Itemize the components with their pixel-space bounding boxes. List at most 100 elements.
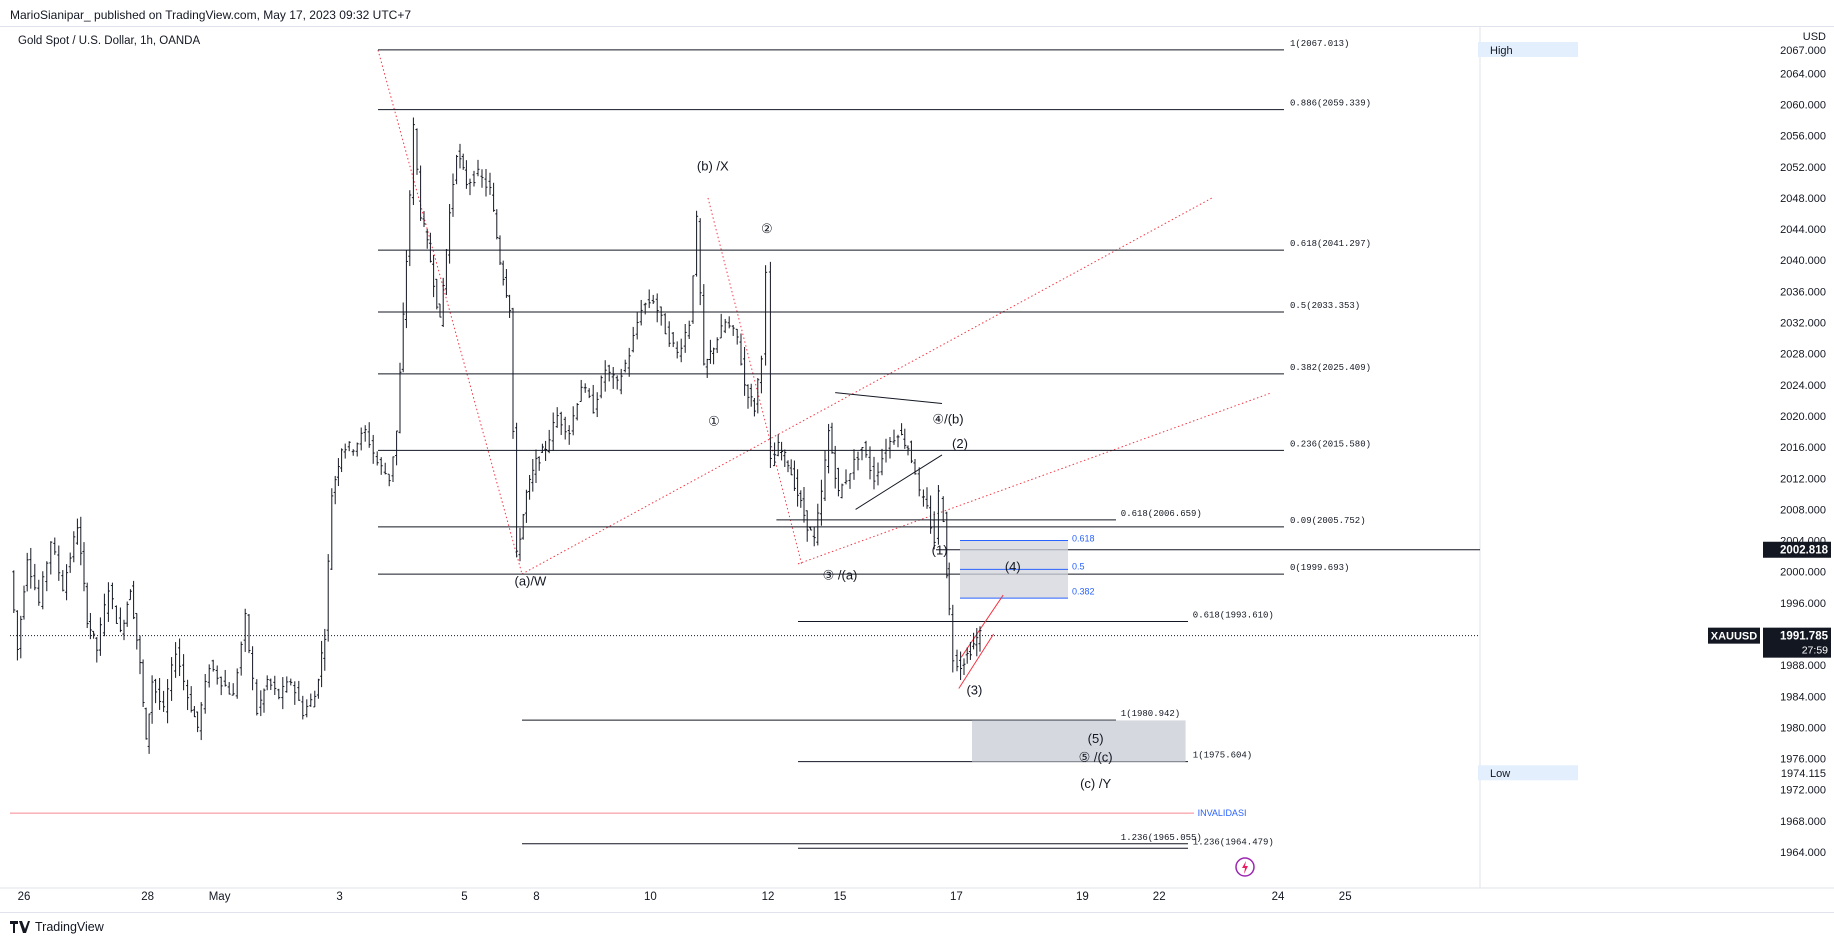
fib-level-label: 1(1980.942) (1121, 709, 1180, 719)
tradingview-logo-icon (10, 921, 30, 933)
y-tick-label: 1972.000 (1780, 785, 1826, 797)
wave-label: (3) (966, 683, 982, 698)
fib-level-label: 0.618(2041.297) (1290, 239, 1371, 249)
fib-level-label: 1.236(1964.479) (1193, 837, 1274, 847)
invalidation-label: INVALIDASI (1198, 808, 1247, 818)
ratio-label: 0.618 (1072, 533, 1095, 543)
channel-line (958, 633, 995, 689)
price-chart[interactable]: USD1964.0001968.0001972.0001976.0001980.… (0, 26, 1834, 912)
tradingview-logo[interactable]: TradingView (10, 920, 104, 934)
x-tick-label: 22 (1153, 891, 1166, 903)
x-tick-label: 19 (1076, 891, 1089, 903)
trend-line-dotted (521, 197, 1213, 575)
high-badge-bg (1478, 42, 1578, 57)
wave-label: (5) (1088, 731, 1104, 746)
y-tick-label: 2048.000 (1780, 193, 1826, 205)
currency-label: USD (1803, 31, 1826, 43)
x-tick-label: 5 (461, 891, 467, 903)
fib-level-label: 0.382(2025.409) (1290, 363, 1371, 373)
fib-level-label: 0.5(2033.353) (1290, 301, 1360, 311)
footer: TradingView (0, 912, 1834, 942)
wave-label: ① (708, 413, 720, 428)
event-icon[interactable] (1235, 857, 1255, 877)
x-tick-label: 25 (1339, 891, 1352, 903)
triangle-lower (855, 454, 943, 510)
y-tick-label: 2064.000 (1780, 68, 1826, 80)
y-tick-label: 2052.000 (1780, 162, 1826, 174)
x-tick-label: 26 (18, 891, 31, 903)
bar-countdown: 27:59 (1802, 645, 1828, 657)
x-tick-label: 8 (533, 891, 539, 903)
fib-level-label: 0.618(1993.610) (1193, 610, 1274, 620)
y-tick-label: 1976.000 (1780, 754, 1826, 766)
y-tick-label: 2044.000 (1780, 224, 1826, 236)
y-tick-label: 2060.000 (1780, 100, 1826, 112)
published-info: MarioSianipar_ published on TradingView.… (10, 8, 412, 22)
fib-level-label: 0.09(2005.752) (1290, 516, 1366, 526)
y-tick-label: 2032.000 (1780, 318, 1826, 330)
fib-level-label: 0.886(2059.339) (1290, 99, 1371, 109)
trend-line-dotted (377, 49, 523, 575)
x-tick-label: 28 (141, 891, 154, 903)
y-tick-label: 2008.000 (1780, 504, 1826, 516)
trend-line-dotted (797, 392, 1273, 565)
trend-line-dotted (707, 197, 803, 565)
wave-label: (1) (932, 543, 948, 558)
x-tick-label: 12 (762, 891, 775, 903)
y-tick-label: 1984.000 (1780, 691, 1826, 703)
wave-label: (a)/W (515, 574, 548, 589)
y-tick-label: 2012.000 (1780, 473, 1826, 485)
y-tick-label: 1980.000 (1780, 722, 1826, 734)
y-tick-label: 1988.000 (1780, 660, 1826, 672)
wave-label: ③ /(a) (823, 567, 858, 582)
x-tick-label: May (209, 891, 231, 903)
level-badge-bg (1763, 541, 1831, 558)
fib-level-label: 0.618(2006.659) (1121, 509, 1202, 519)
symbol-badge: XAUUSD (1711, 631, 1758, 643)
y-tick-label: 2000.000 (1780, 567, 1826, 579)
fib-level-label: 1.236(1965.055) (1121, 833, 1202, 843)
y-tick-label: 2020.000 (1780, 411, 1826, 423)
wave-label: (2) (952, 436, 968, 451)
lightning-icon (1242, 861, 1248, 874)
x-tick-label: 15 (834, 891, 847, 903)
symbol-badge-bg (1708, 627, 1760, 644)
x-tick-label: 3 (336, 891, 342, 903)
tradingview-brand: TradingView (35, 920, 104, 934)
high-value: 2067.000 (1780, 45, 1826, 57)
y-tick-label: 2056.000 (1780, 131, 1826, 143)
y-tick-label: 2036.000 (1780, 286, 1826, 298)
ratio-label: 0.5 (1072, 561, 1085, 571)
symbol-title[interactable]: Gold Spot / U.S. Dollar, 1h, OANDA (18, 35, 201, 47)
x-tick-label: 24 (1272, 891, 1285, 903)
y-tick-label: 2040.000 (1780, 255, 1826, 267)
wave-label: (4) (1005, 559, 1021, 574)
channel-line (960, 594, 1004, 658)
high-tag: High (1490, 45, 1513, 57)
low-tag: Low (1490, 768, 1510, 780)
current-price-badge-bg (1763, 627, 1831, 658)
current-price-badge: 1991.785 (1780, 631, 1829, 643)
fib-level-label: 1(1975.604) (1193, 751, 1252, 761)
wave-label: ④/(b) (932, 412, 963, 427)
publish-header: MarioSianipar_ published on TradingView.… (0, 0, 1834, 27)
x-tick-label: 10 (644, 891, 657, 903)
wave-label: ② (761, 221, 773, 236)
y-tick-label: 1964.000 (1780, 847, 1826, 859)
y-tick-label: 2016.000 (1780, 442, 1826, 454)
target-zone (972, 720, 1186, 762)
y-tick-label: 1968.000 (1780, 816, 1826, 828)
triangle-upper (835, 392, 943, 405)
x-tick-label: 17 (950, 891, 963, 903)
wave-label: (c) /Y (1080, 776, 1111, 791)
fib-level-label: 1(2067.013) (1290, 39, 1349, 49)
ratio-label: 0.382 (1072, 586, 1095, 596)
y-tick-label: 2024.000 (1780, 380, 1826, 392)
low-value: 1974.115 (1781, 768, 1826, 780)
wave-label: ⑤ /(c) (1079, 750, 1113, 765)
fib-level-label: 0.236(2015.580) (1290, 439, 1371, 449)
y-tick-label: 1996.000 (1780, 598, 1826, 610)
y-tick-label: 2028.000 (1780, 349, 1826, 361)
wave-label: (b) /X (697, 159, 729, 174)
fib-level-label: 0(1999.693) (1290, 563, 1349, 573)
